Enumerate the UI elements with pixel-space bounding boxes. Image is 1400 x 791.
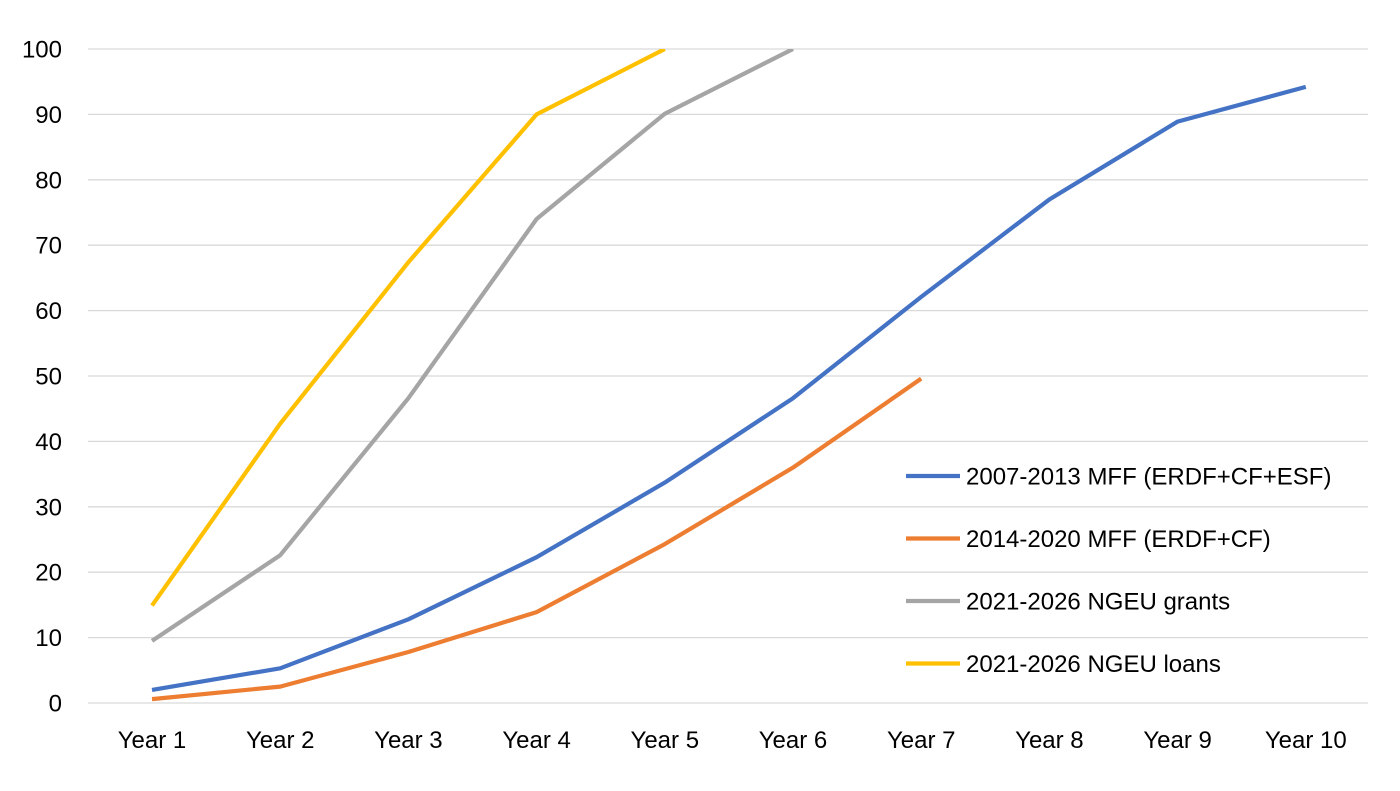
x-tick-label: Year 8: [1015, 727, 1084, 754]
y-tick-label: 40: [35, 429, 62, 456]
legend-label: 2007-2013 MFF (ERDF+CF+ESF): [966, 464, 1331, 491]
y-tick-label: 80: [35, 167, 62, 194]
series-line-1: [151, 84, 1307, 692]
x-tick-label: Year 5: [631, 727, 700, 754]
series-lines: [150, 49, 1307, 702]
y-tick-label: 50: [35, 364, 62, 391]
y-tick-label: 100: [22, 37, 62, 64]
y-tick-label: 30: [35, 494, 62, 521]
x-tick-label: Year 1: [118, 727, 187, 754]
series-line-3: [150, 49, 794, 643]
axes: 0 10 20 30 40 50 60 70 80 90 100 Year 1 Year 2 Year 3…: [22, 37, 1368, 754]
legend-label: 2014-2020 MFF (ERDF+CF): [966, 526, 1271, 553]
x-tick-label: Year 2: [246, 727, 315, 754]
x-tick-label: Year 10: [1265, 727, 1347, 754]
x-tick-label: Year 3: [374, 727, 443, 754]
legend: 2007-2013 MFF (ERDF+CF+ESF) 2014-2020 MFF…: [906, 464, 1331, 678]
x-tick-label: Year 7: [887, 727, 956, 754]
y-tick-label: 0: [49, 691, 62, 718]
y-tick-label: 70: [35, 233, 62, 260]
gridlines: [88, 48, 1368, 639]
y-tick-label: 10: [35, 625, 62, 652]
legend-label: 2021-2026 NGEU grants: [966, 589, 1230, 616]
series-line-4: [150, 49, 666, 607]
x-tick-label: Year 9: [1143, 727, 1212, 754]
x-tick-label: Year 4: [502, 727, 571, 754]
y-tick-label: 90: [35, 102, 62, 129]
x-tick-label: Year 6: [759, 727, 828, 754]
y-tick-label: 20: [35, 560, 62, 587]
legend-label: 2021-2026 NGEU loans: [966, 651, 1221, 678]
series-line-2: [151, 376, 923, 702]
y-tick-label: 60: [35, 298, 62, 325]
